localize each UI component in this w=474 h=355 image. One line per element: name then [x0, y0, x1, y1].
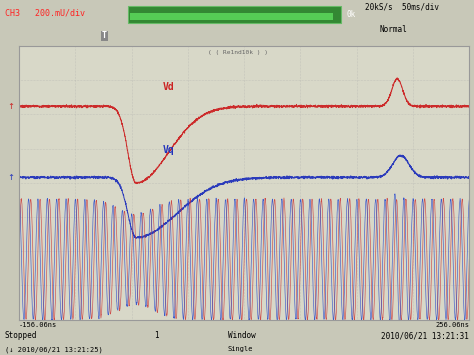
- Text: ↑: ↑: [8, 102, 15, 111]
- Text: Normal: Normal: [379, 25, 407, 34]
- Bar: [128, 6, 341, 23]
- Text: Window: Window: [228, 332, 255, 340]
- Text: -156.06ns: -156.06ns: [19, 322, 57, 328]
- Text: 20kS/s  50ms/div: 20kS/s 50ms/div: [365, 2, 439, 11]
- Text: Vq: Vq: [163, 145, 175, 155]
- Text: (↓ 2010/06/21 13:21:25): (↓ 2010/06/21 13:21:25): [5, 346, 102, 353]
- Text: 2010/06/21 13:21:31: 2010/06/21 13:21:31: [382, 332, 469, 340]
- Text: Vd: Vd: [163, 82, 175, 92]
- Text: 1: 1: [154, 332, 159, 340]
- Text: ( ( Re1nd10k ) ): ( ( Re1nd10k ) ): [208, 50, 268, 55]
- Text: T: T: [102, 32, 107, 40]
- Text: CH3   200.mU/div: CH3 200.mU/div: [5, 9, 85, 17]
- Bar: [130, 13, 333, 20]
- Text: 0k: 0k: [346, 10, 356, 20]
- Text: ↑: ↑: [8, 173, 15, 182]
- Text: Stopped: Stopped: [5, 332, 37, 340]
- Text: 256.06ns: 256.06ns: [435, 322, 469, 328]
- Text: Single: Single: [228, 346, 253, 352]
